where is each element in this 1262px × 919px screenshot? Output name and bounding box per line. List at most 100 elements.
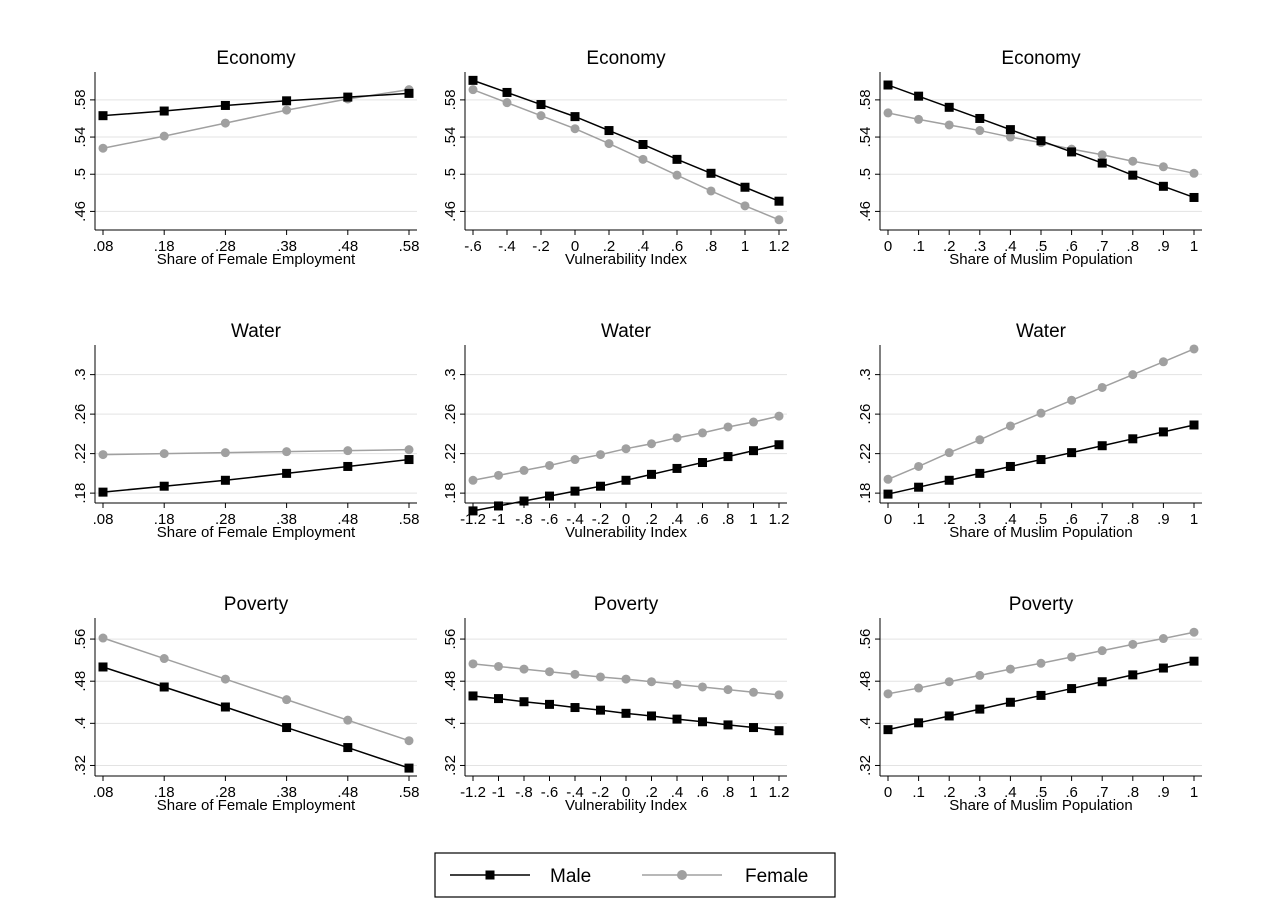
x-tick-label: .28	[215, 784, 236, 801]
x-tick-label: .4	[1004, 238, 1017, 255]
x-axis-label: Share of Muslim Population	[949, 524, 1132, 541]
y-tick-label: .32	[857, 755, 874, 776]
data-point-male	[647, 711, 656, 721]
x-tick-label: .5	[1035, 784, 1048, 801]
data-point-male	[596, 481, 605, 491]
y-tick-label: .22	[442, 443, 459, 464]
x-tick-label: 1	[749, 511, 757, 528]
y-tick-label: .54	[857, 127, 874, 148]
series-line-female	[102, 637, 410, 742]
x-tick-label: -.2	[592, 511, 610, 528]
data-point-male	[1067, 147, 1077, 157]
x-tick-label: .08	[93, 511, 114, 528]
data-point-male	[1189, 656, 1199, 666]
y-tick-label: .54	[442, 127, 459, 148]
data-point-male	[536, 100, 546, 110]
x-tick-label: .4	[671, 784, 684, 801]
data-point-male	[1128, 434, 1138, 444]
x-tick-label: .18	[154, 511, 175, 528]
data-point-male	[774, 440, 784, 450]
x-tick-label: -1	[492, 511, 505, 528]
series-line-male	[102, 92, 410, 117]
data-point-male	[1158, 181, 1168, 191]
x-tick-label: .2	[943, 784, 956, 801]
y-tick-label: .32	[442, 755, 459, 776]
data-point-male	[282, 468, 292, 478]
panel-title: Poverty	[1009, 594, 1074, 615]
data-point-female	[1005, 421, 1015, 431]
x-tick-label: .58	[399, 238, 420, 255]
x-tick-label: -.8	[515, 511, 533, 528]
series-line-male	[472, 79, 780, 202]
data-point-male	[621, 708, 631, 718]
data-point-female	[706, 186, 716, 196]
y-tick-label: .18	[72, 483, 89, 504]
x-tick-label: -.6	[541, 511, 559, 528]
data-point-male	[1036, 136, 1046, 146]
y-tick-label: .48	[857, 671, 874, 692]
x-tick-label: -.6	[464, 238, 482, 255]
data-point-female	[975, 670, 985, 680]
series-line-male	[102, 458, 410, 493]
panels: .46.5.54.58.08.18.28.38.48.58EconomyShar…	[72, 48, 1202, 814]
x-tick-label: .08	[93, 238, 114, 255]
data-point-male	[570, 486, 580, 496]
data-point-female	[1036, 408, 1046, 418]
x-tick-label: 0	[622, 511, 630, 528]
data-point-male	[944, 711, 954, 721]
x-tick-label: .9	[1157, 511, 1170, 528]
panel-title: Poverty	[594, 594, 659, 615]
x-tick-label: 0	[571, 238, 579, 255]
data-point-male	[1005, 697, 1015, 707]
data-point-male	[502, 87, 512, 97]
x-tick-label: .6	[1065, 511, 1078, 528]
x-tick-label: .2	[943, 511, 956, 528]
x-tick-label: .38	[276, 784, 297, 801]
x-tick-label: .58	[399, 784, 420, 801]
data-point-male	[98, 487, 108, 497]
data-point-female	[621, 674, 631, 684]
x-tick-label: .7	[1096, 238, 1109, 255]
data-point-female	[774, 215, 784, 225]
y-tick-label: .58	[72, 89, 89, 110]
x-tick-label: .6	[1065, 784, 1078, 801]
y-tick-label: .56	[442, 629, 459, 650]
x-tick-label: .18	[154, 238, 175, 255]
data-point-female	[1128, 639, 1138, 649]
y-tick-label: .5	[857, 168, 874, 181]
data-point-female	[570, 669, 580, 679]
y-tick-label: .3	[857, 368, 874, 381]
x-tick-label: .8	[1127, 784, 1140, 801]
data-point-female	[749, 417, 758, 427]
data-point-male	[282, 723, 292, 733]
y-tick-label: .54	[72, 127, 89, 148]
x-tick-label: .3	[974, 784, 987, 801]
data-point-male	[570, 703, 580, 713]
data-point-male	[1067, 684, 1077, 694]
data-point-female	[914, 461, 924, 471]
panel-economy-2: .46 .5 .54 .58 -.6 -.4 -.2 0 .2 .4 .6 .8 1 1.2 Economy…	[442, 48, 789, 268]
data-point-female	[698, 428, 707, 438]
x-tick-label: .5	[1035, 238, 1048, 255]
x-tick-label: .7	[1096, 511, 1109, 528]
x-tick-label: .2	[645, 784, 658, 801]
data-point-female	[220, 674, 230, 684]
y-tick-label: .46	[857, 201, 874, 222]
series-line-female	[102, 448, 410, 456]
x-tick-label: .08	[93, 784, 114, 801]
data-point-female	[343, 446, 353, 456]
x-tick-label: .18	[154, 784, 175, 801]
x-axis-label: Vulnerability Index	[565, 524, 688, 541]
data-point-male	[1128, 670, 1138, 680]
y-tick-label: .26	[442, 404, 459, 425]
x-tick-label: .1	[912, 238, 925, 255]
data-point-female	[1036, 658, 1046, 668]
x-tick-label: .6	[696, 784, 709, 801]
x-axis-label: Vulnerability Index	[565, 797, 688, 814]
x-tick-label: .48	[337, 784, 358, 801]
data-point-female	[1189, 627, 1199, 637]
data-point-male	[519, 496, 529, 506]
data-point-female	[468, 475, 478, 485]
data-point-male	[883, 725, 893, 735]
data-point-female	[1005, 664, 1015, 674]
